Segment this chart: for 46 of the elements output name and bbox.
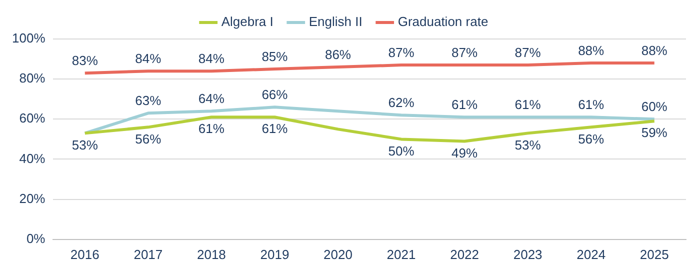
x-tick-label: 2018	[196, 246, 226, 262]
data-label: 56%	[135, 131, 162, 146]
y-tick-label: 0%	[26, 230, 46, 246]
x-tick-label: 2017	[134, 246, 163, 262]
data-label: 60%	[641, 99, 668, 114]
data-label: 87%	[514, 45, 542, 60]
data-label: 86%	[324, 47, 352, 62]
x-tick-label: 2024	[576, 246, 606, 262]
data-label: 63%	[135, 93, 162, 108]
data-label: 53%	[72, 137, 98, 152]
data-label: 61%	[198, 121, 225, 136]
data-label: 53%	[514, 137, 542, 152]
data-label: 56%	[578, 131, 605, 146]
data-label: 66%	[262, 87, 288, 102]
y-tick-label: 80%	[19, 70, 46, 86]
data-label: 59%	[641, 125, 668, 140]
x-tick-label: 2025	[640, 246, 669, 262]
data-label: 84%	[135, 51, 162, 66]
data-label: 62%	[388, 95, 415, 110]
x-tick-label: 2023	[513, 246, 542, 262]
legend-label: Graduation rate	[398, 14, 488, 30]
data-label: 49%	[452, 145, 478, 160]
data-label: 64%	[198, 91, 225, 106]
data-label: 87%	[388, 45, 415, 60]
x-tick-label: 2019	[260, 246, 290, 262]
x-tick-label: 2021	[386, 246, 416, 262]
x-tick-label: 2022	[450, 246, 479, 262]
data-label: 84%	[198, 51, 225, 66]
y-tick-label: 20%	[19, 190, 46, 206]
data-label: 88%	[641, 43, 668, 58]
legend-label: English II	[308, 14, 362, 30]
y-tick-label: 60%	[19, 110, 46, 126]
data-label: 88%	[578, 43, 605, 58]
data-label: 61%	[452, 97, 478, 112]
data-label: 50%	[388, 143, 415, 158]
data-label: 61%	[514, 97, 542, 112]
data-label: 61%	[262, 121, 288, 136]
y-tick-label: 100%	[12, 30, 46, 46]
legend-label: Algebra I	[221, 14, 274, 30]
y-tick-label: 40%	[19, 150, 46, 166]
data-label: 83%	[72, 53, 98, 68]
data-label: 87%	[452, 45, 478, 60]
x-tick-label: 2016	[70, 246, 100, 262]
data-label: 61%	[578, 97, 605, 112]
x-tick-label: 2020	[324, 246, 352, 262]
data-label: 85%	[262, 49, 288, 64]
